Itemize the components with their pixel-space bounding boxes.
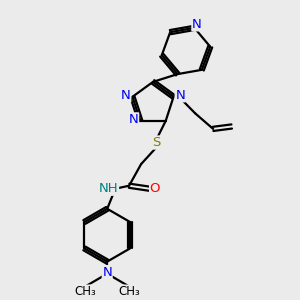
Text: S: S xyxy=(152,136,161,149)
Text: NH: NH xyxy=(99,182,118,195)
Text: O: O xyxy=(150,182,160,195)
Text: N: N xyxy=(102,266,112,279)
Text: N: N xyxy=(192,18,202,31)
Text: N: N xyxy=(129,113,139,126)
Text: N: N xyxy=(175,89,185,102)
Text: CH₃: CH₃ xyxy=(118,285,140,298)
Text: CH₃: CH₃ xyxy=(74,285,96,298)
Text: N: N xyxy=(121,89,131,102)
